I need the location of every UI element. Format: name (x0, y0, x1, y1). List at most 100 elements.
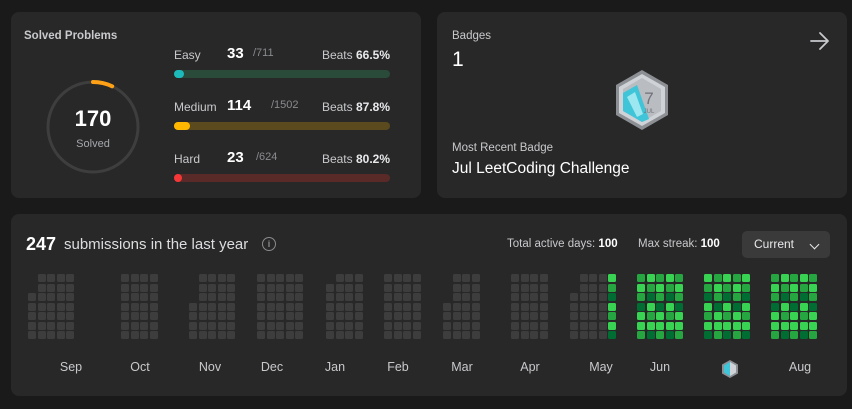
heatmap-day-cell[interactable] (646, 331, 655, 339)
heatmap-day-cell[interactable] (608, 302, 616, 311)
heatmap-day-cell[interactable] (790, 302, 798, 311)
heatmap-day-cell[interactable] (771, 321, 779, 330)
difficulty-easy[interactable]: Easy 33 /711 Beats 66.5% (174, 45, 390, 78)
heatmap-day-cell[interactable] (675, 321, 683, 330)
heatmap-day-cell[interactable] (511, 321, 519, 330)
heatmap-day-cell[interactable] (56, 312, 65, 320)
heatmap-day-cell[interactable] (790, 331, 798, 339)
heatmap-day-cell[interactable] (208, 302, 216, 311)
heatmap-day-cell[interactable] (66, 293, 74, 301)
heatmap-day-cell[interactable] (713, 321, 722, 330)
heatmap-day-cell[interactable] (656, 293, 664, 301)
heatmap-day-cell[interactable] (208, 312, 216, 320)
heatmap-day-cell[interactable] (130, 293, 139, 301)
heatmap-day-cell[interactable] (665, 331, 674, 339)
heatmap-day-cell[interactable] (665, 321, 674, 330)
heatmap-day-cell[interactable] (354, 302, 363, 311)
heatmap-day-cell[interactable] (403, 274, 411, 282)
heatmap-day-cell[interactable] (598, 321, 607, 330)
heatmap-day-cell[interactable] (704, 283, 712, 292)
heatmap-day-cell[interactable] (732, 274, 741, 282)
heatmap-day-cell[interactable] (608, 321, 616, 330)
heatmap-day-cell[interactable] (656, 302, 664, 311)
heatmap-day-cell[interactable] (723, 312, 731, 320)
heatmap-day-cell[interactable] (732, 302, 741, 311)
heatmap-day-cell[interactable] (47, 312, 55, 320)
heatmap-day-cell[interactable] (742, 312, 750, 320)
heatmap-day-cell[interactable] (140, 331, 148, 339)
heatmap-day-cell[interactable] (471, 302, 480, 311)
heatmap-day-cell[interactable] (208, 293, 216, 301)
heatmap-day-cell[interactable] (462, 321, 470, 330)
heatmap-day-cell[interactable] (675, 331, 683, 339)
heatmap-day-cell[interactable] (335, 321, 344, 330)
heatmap-day-cell[interactable] (656, 274, 664, 282)
heatmap-day-cell[interactable] (130, 283, 139, 292)
heatmap-day-cell[interactable] (780, 293, 789, 301)
heatmap-day-cell[interactable] (732, 293, 741, 301)
heatmap-day-cell[interactable] (799, 302, 808, 311)
heatmap-day-cell[interactable] (780, 312, 789, 320)
heatmap-day-cell[interactable] (295, 312, 303, 320)
heatmap-day-cell[interactable] (530, 321, 538, 330)
heatmap-day-cell[interactable] (530, 302, 538, 311)
arrow-right-icon[interactable] (807, 28, 833, 54)
heatmap-day-cell[interactable] (520, 321, 529, 330)
heatmap-day-cell[interactable] (37, 312, 46, 320)
heatmap-day-cell[interactable] (412, 321, 421, 330)
heatmap-day-cell[interactable] (227, 274, 235, 282)
heatmap-day-cell[interactable] (771, 293, 779, 301)
heatmap-day-cell[interactable] (520, 331, 529, 339)
difficulty-medium[interactable]: Medium 114 /1502 Beats 87.8% (174, 97, 390, 130)
heatmap-day-cell[interactable] (530, 293, 538, 301)
heatmap-day-cell[interactable] (579, 321, 588, 330)
heatmap-day-cell[interactable] (66, 274, 74, 282)
heatmap-day-cell[interactable] (530, 312, 538, 320)
heatmap-day-cell[interactable] (637, 283, 645, 292)
heatmap-day-cell[interactable] (742, 283, 750, 292)
heatmap-day-cell[interactable] (285, 293, 294, 301)
heatmap-day-cell[interactable] (656, 331, 664, 339)
heatmap-day-cell[interactable] (47, 274, 55, 282)
heatmap-day-cell[interactable] (384, 302, 392, 311)
heatmap-day-cell[interactable] (257, 302, 265, 311)
heatmap-day-cell[interactable] (589, 302, 597, 311)
info-icon[interactable]: i (262, 237, 276, 251)
heatmap-day-cell[interactable] (598, 283, 607, 292)
heatmap-day-cell[interactable] (665, 293, 674, 301)
heatmap-day-cell[interactable] (412, 283, 421, 292)
heatmap-day-cell[interactable] (189, 321, 197, 330)
heatmap-day-cell[interactable] (589, 274, 597, 282)
heatmap-day-cell[interactable] (335, 331, 344, 339)
heatmap-day-cell[interactable] (266, 312, 275, 320)
heatmap-day-cell[interactable] (345, 312, 353, 320)
heatmap-day-cell[interactable] (665, 302, 674, 311)
heatmap-day-cell[interactable] (713, 302, 722, 311)
heatmap-day-cell[interactable] (809, 283, 817, 292)
heatmap-day-cell[interactable] (637, 293, 645, 301)
heatmap-day-cell[interactable] (384, 283, 392, 292)
heatmap-day-cell[interactable] (326, 312, 334, 320)
heatmap-day-cell[interactable] (257, 283, 265, 292)
heatmap-day-cell[interactable] (354, 331, 363, 339)
heatmap-day-cell[interactable] (257, 274, 265, 282)
heatmap-day-cell[interactable] (570, 293, 578, 301)
heatmap-day-cell[interactable] (704, 293, 712, 301)
heatmap-day-cell[interactable] (276, 274, 284, 282)
heatmap-day-cell[interactable] (511, 331, 519, 339)
heatmap-day-cell[interactable] (121, 331, 129, 339)
heatmap-day-cell[interactable] (393, 302, 402, 311)
heatmap-day-cell[interactable] (403, 283, 411, 292)
heatmap-day-cell[interactable] (326, 321, 334, 330)
heatmap-day-cell[interactable] (130, 331, 139, 339)
heatmap-day-cell[interactable] (208, 283, 216, 292)
heatmap-day-cell[interactable] (285, 331, 294, 339)
heatmap-day-cell[interactable] (742, 293, 750, 301)
year-select-dropdown[interactable]: Current (742, 231, 830, 258)
heatmap-day-cell[interactable] (799, 283, 808, 292)
heatmap-day-cell[interactable] (217, 321, 226, 330)
heatmap-day-cell[interactable] (198, 321, 207, 330)
heatmap-day-cell[interactable] (598, 302, 607, 311)
heatmap-day-cell[interactable] (403, 302, 411, 311)
heatmap-day-cell[interactable] (579, 331, 588, 339)
